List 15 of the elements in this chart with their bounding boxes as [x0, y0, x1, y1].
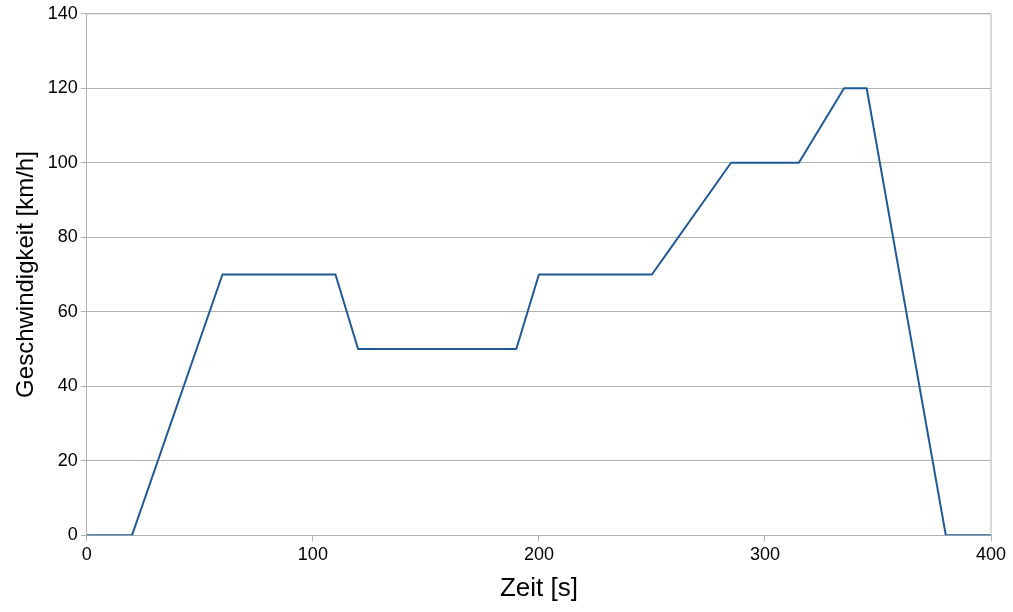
y-axis-title: Geschwindigkeit [km/h] — [11, 151, 39, 398]
y-tick-label: 0 — [67, 524, 78, 545]
y-tick-label: 40 — [57, 375, 78, 396]
y-tick-label: 80 — [57, 226, 78, 247]
y-tick-label: 60 — [57, 300, 78, 321]
y-tick-label: 140 — [47, 2, 78, 23]
x-tick-label: 200 — [523, 543, 554, 564]
y-tick-label: 120 — [47, 77, 78, 98]
y-tick-label: 20 — [57, 449, 78, 470]
y-tick-label: 100 — [47, 151, 78, 172]
x-tick-label: 100 — [297, 543, 328, 564]
x-tick-label: 300 — [749, 543, 780, 564]
x-axis-title: Zeit [s] — [499, 571, 578, 602]
x-tick-label: 400 — [975, 543, 1007, 564]
x-tick-label: 0 — [81, 543, 92, 564]
